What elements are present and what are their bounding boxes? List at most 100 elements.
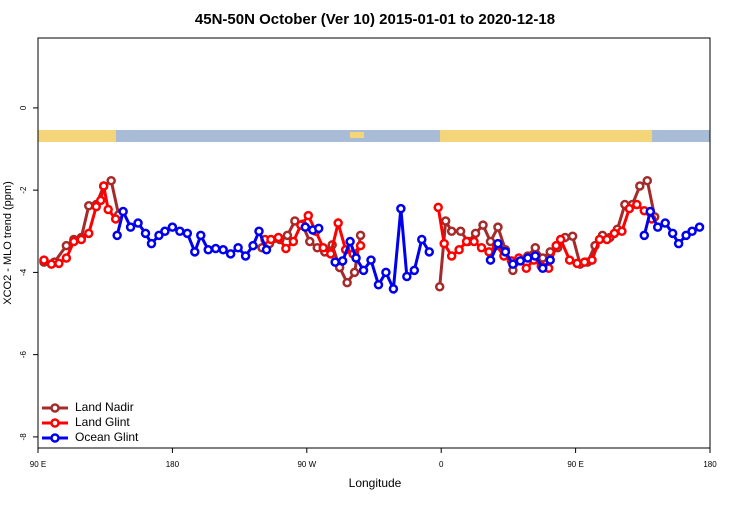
data-point xyxy=(313,223,324,234)
data-point xyxy=(617,226,627,237)
data-point xyxy=(125,222,136,232)
data-point xyxy=(103,204,113,215)
data-point xyxy=(660,218,670,228)
data-point xyxy=(484,247,494,257)
x-axis-label: Longitude xyxy=(349,476,402,490)
data-point xyxy=(652,222,663,232)
x-tick-label: 90 E xyxy=(30,460,46,469)
data-point xyxy=(91,201,101,212)
data-point xyxy=(687,226,697,237)
legend-marker xyxy=(50,403,60,413)
data-point xyxy=(254,226,264,237)
data-point xyxy=(476,242,487,253)
data-point xyxy=(469,236,479,247)
data-point xyxy=(440,216,451,226)
data-point xyxy=(521,263,532,274)
data-point xyxy=(567,231,578,241)
data-point xyxy=(203,245,213,255)
data-point xyxy=(266,234,276,245)
data-point xyxy=(95,195,106,206)
data-point xyxy=(523,253,533,263)
data-point xyxy=(288,236,299,247)
data-point xyxy=(355,230,366,241)
data-point xyxy=(190,247,200,257)
data-point xyxy=(434,282,445,292)
data-point xyxy=(160,226,170,237)
data-point xyxy=(551,240,561,251)
data-point xyxy=(609,228,620,239)
data-point xyxy=(388,284,399,294)
data-point xyxy=(318,242,328,253)
x-tick-label: 180 xyxy=(166,460,180,469)
data-point xyxy=(537,253,548,263)
legend-marker xyxy=(50,418,60,428)
data-point xyxy=(454,245,464,255)
data-point xyxy=(225,249,236,259)
data-point xyxy=(508,259,518,269)
x-tick-label: 180 xyxy=(703,460,717,469)
data-point xyxy=(645,206,656,217)
y-tick-label: 0 xyxy=(19,105,28,110)
data-point xyxy=(351,253,361,263)
y-tick-label: -2 xyxy=(19,186,28,194)
data-point xyxy=(667,228,678,239)
x-tick-label: 0 xyxy=(439,460,444,469)
data-point xyxy=(694,222,705,232)
y-tick-label: -8 xyxy=(19,433,28,441)
data-point xyxy=(461,236,472,247)
data-point xyxy=(281,243,291,254)
data-point xyxy=(624,203,635,214)
data-point xyxy=(233,242,243,253)
data-point xyxy=(140,228,151,239)
data-point xyxy=(110,214,121,224)
data-point xyxy=(446,226,457,237)
data-point xyxy=(381,267,391,278)
data-point xyxy=(537,263,548,274)
data-point xyxy=(273,232,284,243)
data-point xyxy=(594,234,605,245)
data-point xyxy=(248,240,258,251)
data-point xyxy=(218,245,228,255)
data-point xyxy=(325,249,336,259)
data-point xyxy=(433,202,443,213)
data-point xyxy=(485,255,496,265)
data-point xyxy=(261,245,272,255)
data-point xyxy=(639,230,650,241)
data-point xyxy=(579,257,590,267)
data-point xyxy=(39,255,49,265)
legend-label: Ocean Glint xyxy=(75,430,139,444)
data-point xyxy=(396,203,406,214)
data-point xyxy=(478,220,488,230)
data-point xyxy=(632,199,642,210)
data-point xyxy=(345,236,355,247)
data-point xyxy=(175,226,185,237)
data-point xyxy=(555,234,566,245)
data-point xyxy=(98,181,109,191)
data-point xyxy=(337,256,348,266)
data-point xyxy=(373,279,384,290)
data-point xyxy=(470,228,481,239)
data-point xyxy=(515,256,526,266)
data-point xyxy=(69,236,79,247)
data-point xyxy=(402,271,412,282)
data-point xyxy=(681,230,691,241)
plot-frame xyxy=(37,37,711,449)
data-point xyxy=(417,234,427,245)
data-point xyxy=(330,257,340,267)
data-point xyxy=(118,206,128,217)
data-point xyxy=(333,218,343,228)
map-strip xyxy=(38,130,710,142)
data-point xyxy=(84,228,94,239)
data-point xyxy=(106,175,116,186)
data-point xyxy=(572,258,582,269)
data-point xyxy=(500,247,511,257)
data-point xyxy=(240,251,251,261)
data-point xyxy=(167,222,178,232)
data-point xyxy=(210,243,221,254)
data-point xyxy=(133,218,143,228)
data-point xyxy=(46,259,57,269)
data-point xyxy=(564,255,575,265)
data-point xyxy=(154,230,164,241)
data-point xyxy=(493,222,503,232)
